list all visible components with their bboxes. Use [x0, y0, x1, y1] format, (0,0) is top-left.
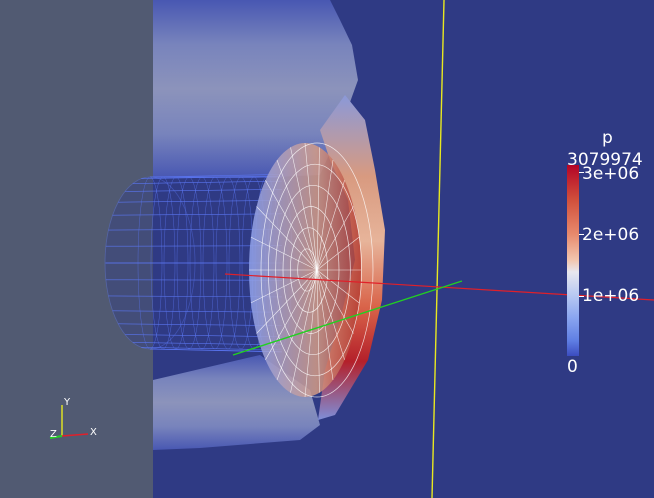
mesh-line	[250, 269, 318, 304]
mesh-line	[316, 147, 320, 271]
orientation-axes-widget	[49, 405, 89, 439]
mesh-line	[276, 269, 318, 381]
mesh-line	[141, 175, 283, 179]
mesh-line	[132, 342, 283, 346]
colorbar-max-label: 3079974	[567, 150, 643, 170]
mesh-line	[256, 206, 318, 271]
mesh-ring	[189, 176, 215, 350]
cap-grid-lines	[249, 142, 374, 398]
mesh-line	[304, 142, 318, 271]
colorbar-tick-label: 1e+06	[582, 286, 640, 306]
mesh-ring	[137, 176, 163, 350]
mesh-ring	[176, 176, 202, 350]
wall-slab	[0, 0, 153, 498]
axis-line-green	[232, 280, 463, 356]
mesh-line	[132, 180, 283, 184]
colorbar-title: p	[602, 128, 613, 148]
mesh-line	[290, 269, 318, 393]
colorbar-tick-mark	[579, 296, 584, 297]
mesh-line	[112, 213, 283, 216]
colorbar-tick-label: 3e+06	[582, 164, 640, 184]
mesh-ring	[215, 176, 241, 350]
mesh-line	[141, 347, 283, 351]
colorbar-tick-label: 0	[567, 357, 578, 377]
mesh-line	[316, 269, 360, 304]
mesh-ring	[202, 176, 228, 350]
mesh-line	[276, 159, 318, 271]
mesh-line	[124, 334, 283, 337]
mesh-line	[149, 174, 283, 178]
mesh-line	[265, 269, 318, 360]
axis-line-red	[224, 273, 654, 301]
colorbar-tick-mark	[579, 234, 584, 235]
colorbar-tick-label: 2e+06	[582, 225, 640, 245]
mesh-line	[316, 236, 360, 271]
mesh-line	[290, 147, 318, 271]
mesh-ring	[163, 176, 189, 350]
axis-line-yellow	[431, 0, 445, 498]
flow-plume-upper	[153, 0, 358, 178]
mesh-line	[149, 348, 283, 352]
mesh-line	[316, 269, 345, 360]
mesh-line	[304, 269, 318, 398]
mesh-line	[256, 269, 318, 334]
mesh-line	[316, 269, 354, 334]
mesh-line	[316, 159, 334, 271]
mesh-line	[124, 189, 283, 192]
mesh-line	[265, 180, 318, 271]
orientation-label-y: Y	[64, 397, 71, 408]
mesh-line	[118, 200, 283, 203]
mesh-ring	[150, 176, 176, 350]
mesh-line	[316, 269, 320, 393]
mesh-line	[316, 206, 354, 271]
mesh-line	[316, 180, 345, 271]
colorbar-gradient	[567, 165, 579, 356]
mesh-line	[250, 236, 318, 271]
orientation-label-z: Z	[50, 429, 57, 440]
colorbar-tick-mark	[579, 172, 584, 173]
orientation-label-x: X	[90, 427, 97, 438]
